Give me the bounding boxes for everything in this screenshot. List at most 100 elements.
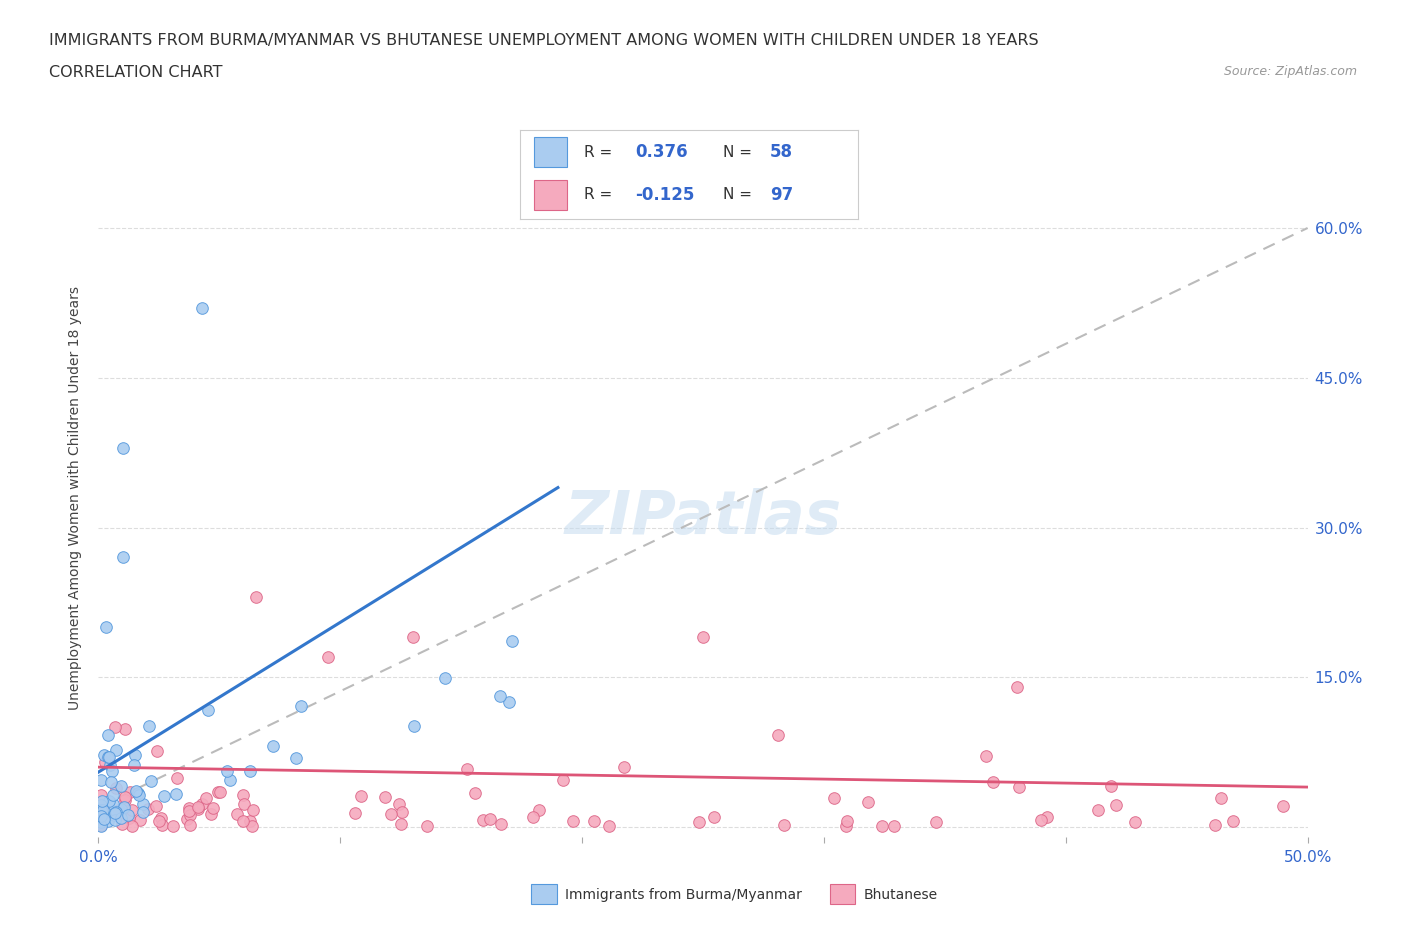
- Point: [239, 764, 262, 778]
- Point: [598, 818, 620, 833]
- Point: [219, 772, 242, 787]
- Text: Bhutanese: Bhutanese: [863, 887, 938, 902]
- Point: [245, 590, 267, 604]
- Point: [114, 790, 136, 804]
- Point: [1087, 803, 1109, 817]
- Point: [148, 814, 170, 829]
- Point: [263, 738, 285, 753]
- Point: [343, 805, 366, 820]
- Point: [233, 796, 256, 811]
- Point: [111, 550, 134, 565]
- Point: [121, 803, 143, 817]
- Point: [1007, 680, 1029, 695]
- Point: [111, 817, 134, 831]
- Point: [149, 811, 172, 826]
- Point: [402, 630, 425, 644]
- Point: [103, 807, 125, 822]
- Point: [391, 804, 413, 819]
- Point: [1123, 814, 1146, 829]
- Point: [197, 703, 219, 718]
- Point: [191, 300, 214, 315]
- Point: [177, 804, 200, 818]
- Point: [200, 807, 222, 822]
- Point: [498, 695, 520, 710]
- Point: [114, 792, 136, 807]
- Point: [464, 785, 486, 800]
- Point: [101, 788, 124, 803]
- Point: [165, 787, 187, 802]
- Point: [217, 764, 239, 778]
- Text: 97: 97: [770, 186, 793, 204]
- Point: [527, 803, 550, 817]
- Point: [97, 727, 120, 742]
- Point: [388, 796, 411, 811]
- Point: [104, 805, 127, 820]
- Point: [1204, 817, 1226, 832]
- Point: [91, 803, 114, 817]
- Point: [290, 698, 312, 713]
- Point: [121, 818, 143, 833]
- Point: [104, 742, 127, 757]
- Point: [125, 783, 148, 798]
- Point: [1008, 779, 1031, 794]
- Point: [981, 775, 1004, 790]
- Point: [1209, 790, 1232, 805]
- Text: N =: N =: [723, 145, 752, 160]
- Point: [110, 811, 132, 826]
- Point: [479, 812, 502, 827]
- Point: [703, 810, 725, 825]
- Point: [104, 804, 127, 819]
- Point: [100, 775, 122, 790]
- Point: [613, 759, 636, 774]
- Point: [501, 633, 523, 648]
- Point: [145, 744, 167, 759]
- Point: [90, 817, 112, 832]
- Point: [766, 727, 789, 742]
- Text: R =: R =: [585, 145, 613, 160]
- Point: [90, 818, 112, 833]
- Point: [374, 790, 396, 804]
- Point: [207, 785, 229, 800]
- Point: [118, 811, 141, 826]
- Point: [176, 811, 198, 826]
- Point: [136, 802, 159, 817]
- Point: [1104, 798, 1126, 813]
- Point: [132, 797, 155, 812]
- Point: [391, 817, 413, 832]
- Point: [835, 818, 858, 833]
- Point: [242, 803, 264, 817]
- Point: [138, 718, 160, 733]
- Text: CORRELATION CHART: CORRELATION CHART: [49, 65, 222, 80]
- Text: Source: ZipAtlas.com: Source: ZipAtlas.com: [1223, 65, 1357, 78]
- Point: [97, 793, 120, 808]
- Point: [127, 785, 149, 800]
- Point: [162, 818, 184, 833]
- Point: [118, 785, 141, 800]
- Point: [97, 750, 120, 764]
- Point: [179, 808, 201, 823]
- Point: [285, 751, 308, 765]
- Point: [1272, 798, 1295, 813]
- Point: [522, 810, 544, 825]
- Point: [93, 811, 115, 826]
- Point: [239, 814, 262, 829]
- Point: [1029, 812, 1052, 827]
- Point: [166, 770, 188, 785]
- Point: [380, 807, 402, 822]
- Point: [232, 788, 254, 803]
- Point: [456, 762, 478, 777]
- Point: [858, 794, 880, 809]
- Point: [90, 800, 112, 815]
- Point: [187, 800, 209, 815]
- Point: [471, 813, 494, 828]
- Point: [111, 440, 134, 455]
- Point: [90, 793, 112, 808]
- Text: N =: N =: [723, 187, 752, 202]
- Point: [94, 754, 117, 769]
- Point: [823, 790, 845, 805]
- Point: [117, 807, 139, 822]
- Point: [209, 785, 232, 800]
- Point: [1222, 814, 1244, 829]
- Point: [562, 814, 585, 829]
- Point: [100, 764, 122, 778]
